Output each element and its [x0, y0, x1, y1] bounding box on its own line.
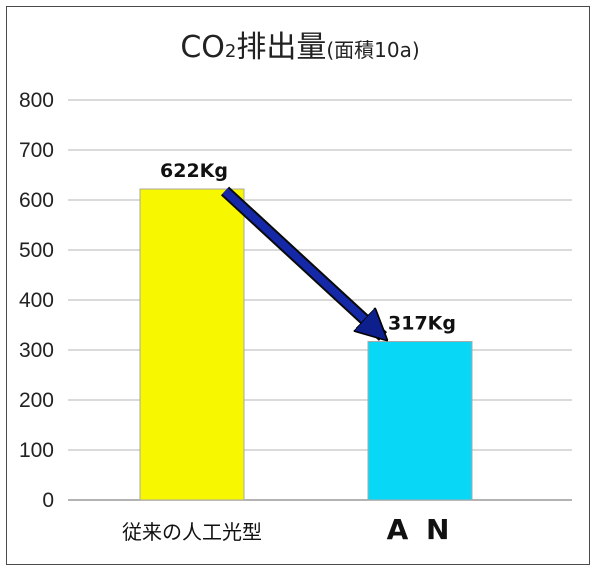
title-unit: (面積10a)	[326, 38, 420, 62]
category-label: A N	[387, 513, 454, 546]
y-tick-label: 600	[19, 189, 54, 212]
y-tick-label: 200	[19, 389, 54, 412]
title-subscript: 2	[224, 41, 237, 62]
category-label: 従来の人工光型	[122, 520, 262, 544]
bar-value-label: 317Kg	[388, 313, 456, 335]
title-rest: 排出量	[236, 30, 327, 65]
y-tick-label: 700	[19, 139, 54, 162]
y-tick-label: 0	[42, 489, 54, 512]
bar-value-label: 622Kg	[160, 160, 228, 182]
chart-frame	[6, 6, 590, 565]
bar	[139, 188, 245, 501]
y-tick-label: 500	[19, 239, 54, 262]
y-tick-label: 400	[19, 289, 54, 312]
y-tick-label: 300	[19, 339, 54, 362]
y-tick-label: 800	[19, 89, 54, 112]
title-main: CO	[180, 30, 225, 65]
chart-title: CO2排出量(面積10a)	[0, 22, 600, 66]
bar	[367, 341, 473, 501]
y-tick-label: 100	[19, 439, 54, 462]
trend-arrow	[222, 188, 383, 337]
